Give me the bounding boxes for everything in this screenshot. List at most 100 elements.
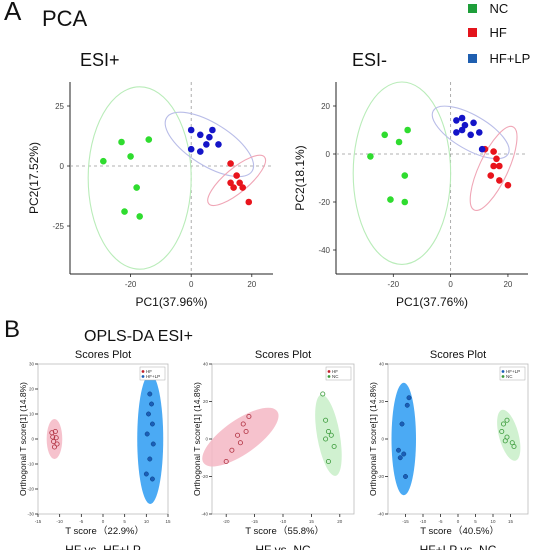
mini-legend-marker-nc [501,375,505,378]
y-tick-label: 0 [205,437,208,442]
y-tick-label: -10 [27,462,34,467]
x-tick-label: 0 [448,280,453,289]
y-axis-title: Orthogonal T score[1] (14.8%) [368,382,378,496]
y-tick-label: 40 [203,362,209,367]
x-tick-label: 0 [189,280,194,289]
y-tick-label: 20 [29,387,35,392]
chart-title: Scores Plot [75,349,131,361]
y-tick-label: -20 [201,474,208,479]
data-point-nc [395,138,403,146]
data-point-hf [496,162,503,170]
x-tick-label: -10 [56,519,63,524]
x-tick-label: 10 [490,519,496,524]
x-axis-title: PC1(37.76%) [396,295,468,309]
confidence-ellipse-hf [207,154,267,207]
y-tick-label: 0 [31,437,34,442]
y-tick-label: -25 [52,222,64,231]
y-tick-label: 10 [29,412,35,417]
x-tick-label: 15 [309,519,315,524]
x-axis-variance: （40.5%） [453,525,499,537]
data-point-hf [490,148,497,155]
data-point-hfpluslp [467,131,474,139]
data-point-hfpluslp [206,133,213,141]
data-point-nc [499,428,505,434]
mini-legend-label-hf: HF [332,369,338,374]
data-point-nc [127,153,134,160]
y-tick-label: -40 [201,512,208,517]
data-point-nc [145,136,153,143]
data-point-hfpluslp [397,455,403,461]
data-point-hfpluslp [209,126,216,134]
data-point-hf [504,181,512,189]
chart-title: Scores Plot [255,349,311,361]
data-point-hfpluslp [401,451,407,457]
panel-b-title: OPLS-DA ESI+ [84,328,193,345]
x-tick-label: 10 [144,519,150,524]
data-point-hf [51,438,57,444]
x-tick-label: -20 [125,280,137,289]
y-tick-label: 20 [203,399,209,404]
mini-legend-box [325,366,352,381]
data-point-hf [52,428,58,434]
x-tick-label: 0 [102,519,105,524]
mini-legend-marker-hf [327,370,331,373]
x-axis-title: T score [420,526,452,537]
x-tick-label: -5 [79,519,83,524]
confidence-ellipse-hfpluslp [164,111,255,178]
data-point-nc [328,432,334,438]
data-point-hf [487,172,495,179]
chart-4: -20 -15 -10 15 20 -40 -20 0 20 40 Scores Plot T sco… [192,349,355,550]
y-axis-title: PC2(18.1%) [293,145,307,210]
y-tick-label: -20 [377,474,384,479]
mini-legend-marker-nc [327,375,331,378]
comparison-caption: HF vs. HF+LP [65,543,141,550]
data-point-hf [490,162,497,170]
data-point-nc [404,126,411,134]
x-axis-title: T score [65,526,97,537]
x-tick-label: -20 [388,280,400,289]
data-point-hf [227,160,234,167]
y-tick-label: 0 [326,150,331,159]
chart-5: -15 -10 -5 0 5 10 15 -40 -20 0 20 40 Scores Plot T sc… [368,349,529,550]
legend-swatch-hf [468,28,477,38]
chart-title: ESI+ [80,50,120,70]
data-point-hfpluslp [147,456,153,462]
confidence-ellipse-nc [497,409,521,461]
legend-label-hf: HF [489,25,507,41]
confidence-ellipse-hfpluslp [137,374,164,504]
data-point-hfpluslp [144,431,150,437]
confidence-ellipse-nc [315,394,342,476]
data-point-hf [239,184,247,191]
data-point-hfpluslp [146,411,151,417]
data-point-hfpluslp [458,114,466,122]
data-point-hf [493,155,500,163]
x-tick-label: -15 [251,519,258,524]
data-point-hfpluslp [215,141,222,148]
y-tick-label: 0 [381,437,384,442]
data-point-nc [320,391,326,397]
legend-swatch-hflp [468,54,477,64]
data-point-nc [325,458,331,464]
data-point-hf [51,444,57,450]
confidence-ellipse-nc [87,86,192,270]
data-point-nc [136,213,143,220]
data-point-hf [53,435,59,441]
x-tick-label: 0 [457,519,460,524]
legend-swatch-nc [468,4,477,14]
x-tick-label: -5 [438,519,442,524]
mini-legend-box [499,366,526,381]
x-tick-label: 15 [508,519,514,524]
chart-title: Scores Plot [430,349,486,361]
mini-legend-box [139,366,166,381]
legend-item-hf: HF [468,24,507,42]
y-tick-label: -40 [318,246,330,255]
data-point-hfpluslp [396,447,401,453]
data-point-hf [246,413,252,419]
data-point-hfpluslp [453,117,460,124]
y-tick-label: -20 [27,487,34,492]
data-point-nc [133,184,140,191]
data-point-hfpluslp [149,401,154,407]
y-tick-label: 25 [55,102,64,111]
data-point-hf [243,428,249,434]
